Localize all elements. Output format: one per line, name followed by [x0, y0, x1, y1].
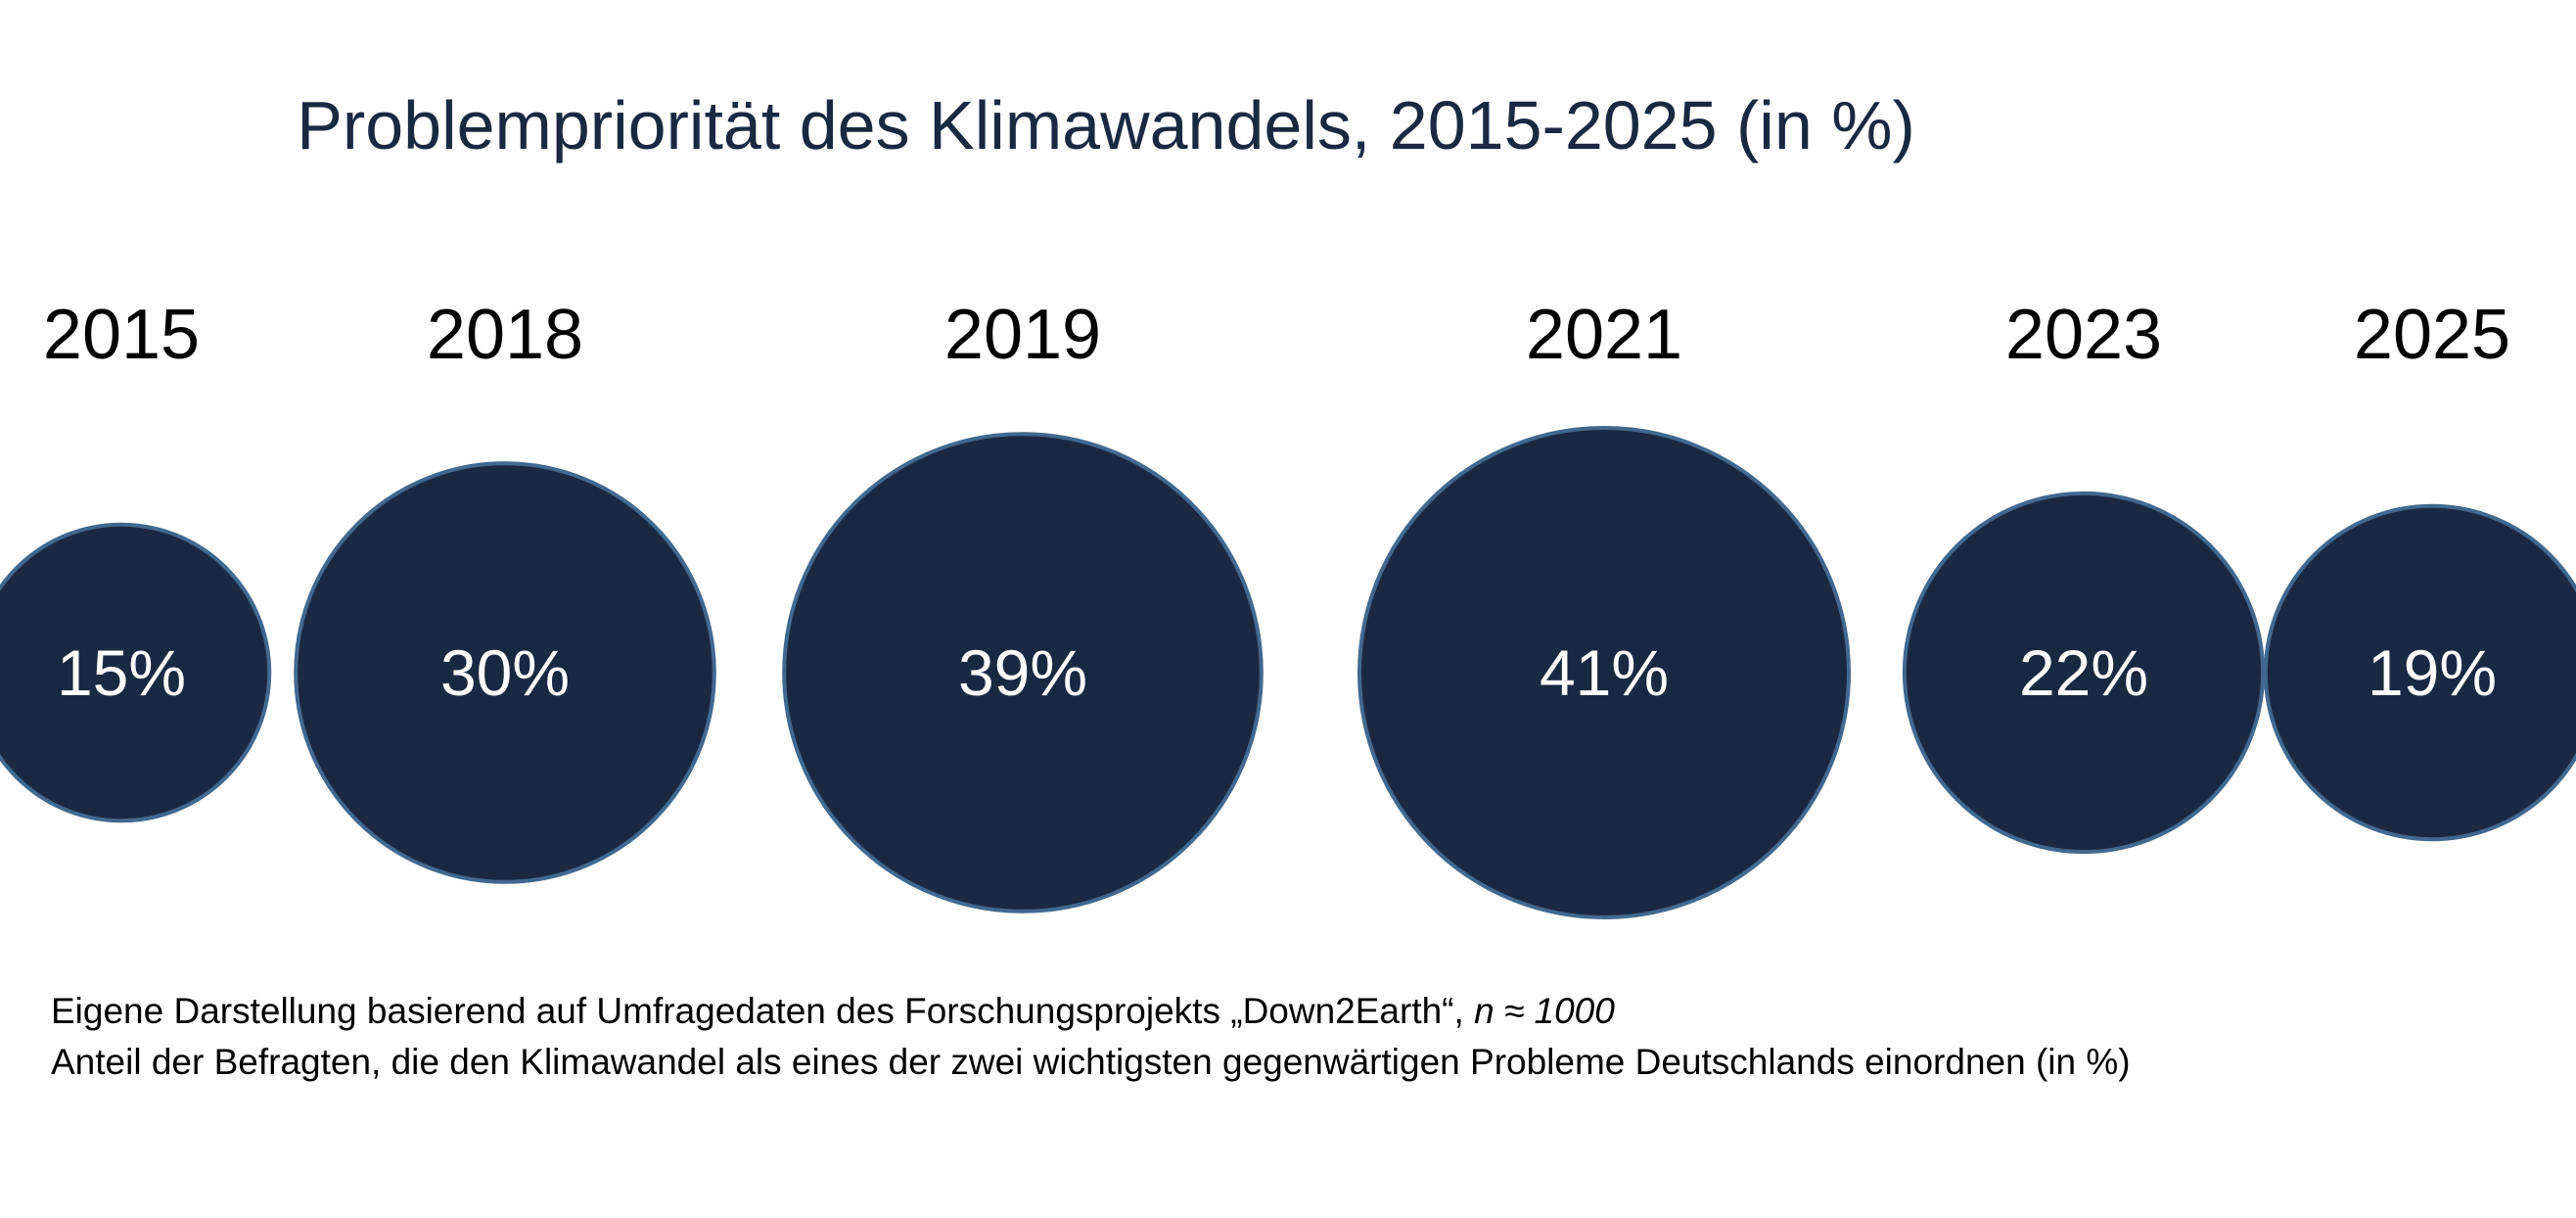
year-label-2018: 2018: [427, 296, 583, 374]
bubble-2021: [1357, 426, 1851, 919]
bubble-2019: [782, 432, 1264, 914]
bubble-2025: [2263, 503, 2576, 842]
source-note: Eigene Darstellung basierend auf Umfrage…: [51, 991, 1615, 1032]
value-label-2018: 30%: [440, 636, 570, 709]
bubble-2018: [294, 461, 716, 884]
value-label-2021: 41%: [1540, 636, 1669, 709]
value-label-2023: 22%: [2019, 636, 2148, 709]
year-label-2025: 2025: [2354, 296, 2510, 374]
year-label-2021: 2021: [1526, 296, 1682, 374]
year-label-2019: 2019: [944, 296, 1101, 374]
year-label-2015: 2015: [43, 296, 200, 374]
measure-note: Anteil der Befragten, die den Klimawande…: [51, 1042, 2131, 1082]
year-label-2023: 2023: [2005, 296, 2162, 374]
chart-title: Problempriorität des Klimawandels, 2015-…: [297, 87, 1915, 164]
value-label-2015: 15%: [57, 636, 186, 709]
bubble-2023: [1902, 491, 2266, 855]
bubble-2015: [0, 522, 272, 823]
value-label-2019: 39%: [958, 636, 1087, 709]
sample-size: n ≈ 1000: [1474, 991, 1615, 1031]
source-note-text: Eigene Darstellung basierend auf Umfrage…: [51, 991, 1475, 1031]
chart-marks: 2015 15% 2018 30% 2019 39% 2021 41% 2023 22% 2025 1…: [0, 296, 2576, 919]
value-label-2025: 19%: [2368, 636, 2497, 709]
